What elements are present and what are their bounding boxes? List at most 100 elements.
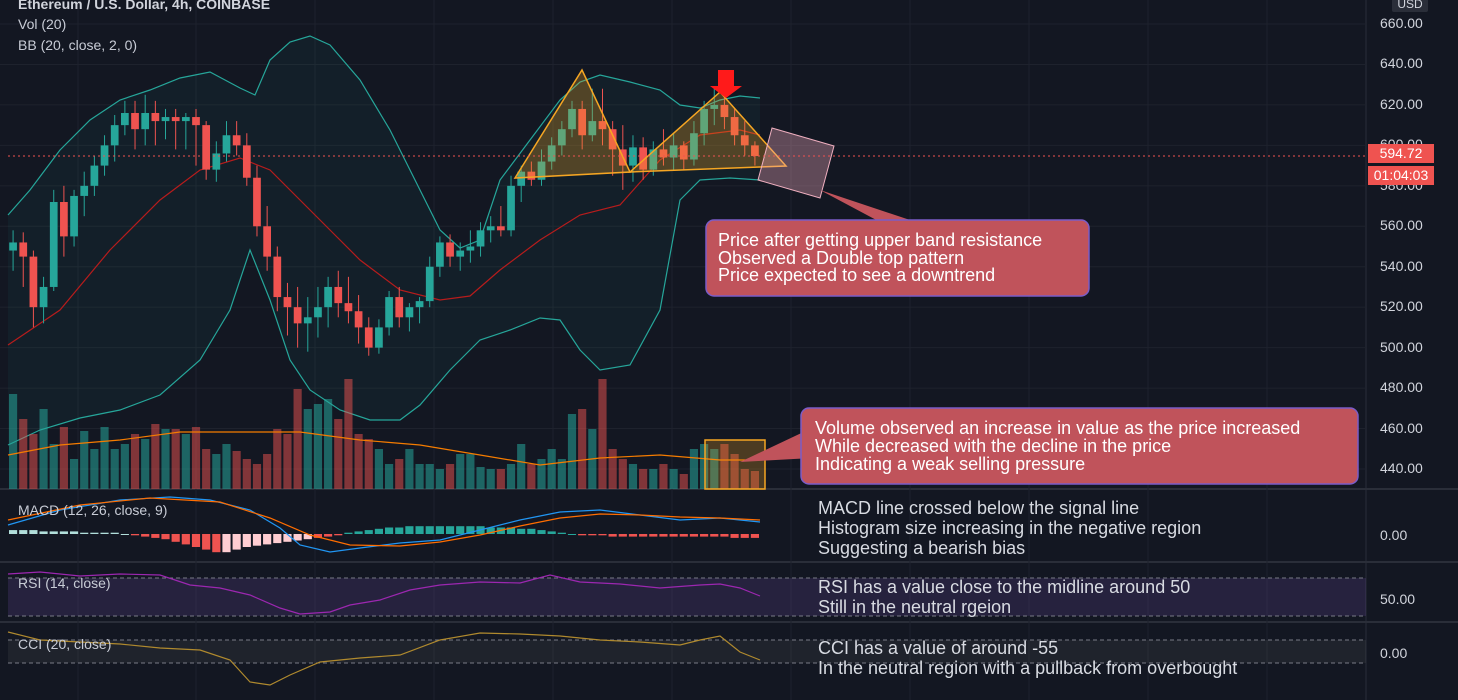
volume-callout-box [800,407,1359,485]
candle-body [303,317,312,324]
candle-body [730,117,739,136]
volume-bar [557,459,566,489]
macd-histogram-bar [212,534,221,553]
volume-indicator-label[interactable]: Vol (20) [18,16,67,32]
volume-bar [100,427,109,489]
volume-bar [476,467,485,489]
volume-bar [639,469,648,489]
volume-bar [364,439,373,489]
volume-bar [720,444,729,489]
candle-body [537,161,546,180]
volume-bar [9,394,18,489]
volume-bar [506,464,516,489]
volume-bar [700,444,709,489]
price-tick-label: 660.00 [1380,15,1423,31]
volume-bar [466,454,475,489]
candle-body [90,165,99,186]
macd-signal-line [7,497,761,547]
macd-histogram-bar [639,534,648,537]
candle-body [527,171,536,180]
candle-body [354,311,363,328]
macd-histogram-bar [649,534,658,537]
volume-bar [344,379,353,489]
macd-histogram-bar [578,534,587,536]
pattern-triangle-right [627,90,788,173]
macd-histogram-bar [242,534,251,547]
candle-body [293,307,302,324]
macd-histogram-bar [120,534,129,535]
volume-bar [547,449,556,489]
macd-histogram-bar [110,532,119,534]
volume-bar [385,464,394,489]
cci-band [8,640,1366,663]
candle-body [375,327,383,348]
macd-histogram-bar [161,534,170,540]
cci-zero-tick: 0.00 [1380,645,1408,661]
volume-bar [110,449,119,489]
bollinger-bands-label[interactable]: BB (20, close, 2, 0) [18,37,138,53]
macd-histogram-bar [171,534,180,542]
candle-body [385,297,393,328]
macd-histogram-bar [191,534,201,547]
price-tick-label: 520.00 [1380,298,1423,315]
volume-bar [19,419,28,489]
candle-body [557,129,566,146]
candle-body [507,185,515,231]
volume-bar [527,464,536,489]
candle-body [395,297,404,318]
macd-histogram-bar [588,534,597,536]
macd-histogram-bar [506,527,516,534]
cci-label[interactable]: CCI (20, close) [18,636,112,652]
candle-body [364,327,373,348]
price-tick-label: 460.00 [1380,419,1423,436]
candle-body [9,242,17,251]
candle-body [100,145,109,166]
candle-body [629,147,637,166]
volume-bar [689,449,699,489]
macd-histogram-bar [486,527,495,534]
macd-histogram-bar [9,530,18,534]
volume-bar [202,449,211,489]
rsi-label[interactable]: RSI (14, close) [18,575,111,591]
volume-bar [598,379,607,489]
price-callout-box [705,219,1090,297]
volume-callout-pointer [740,428,812,462]
candle-body [324,286,332,308]
price-tick-label: 640.00 [1380,55,1423,72]
macd-histogram-bar [740,534,749,538]
macd-histogram-bar [557,532,566,534]
macd-histogram-bar [252,534,262,546]
macd-histogram-bar [730,534,739,538]
macd-histogram-bar [364,530,373,534]
volume-ma-line [7,431,760,466]
candle-body [598,121,607,130]
volume-bar [80,431,89,489]
volume-bar [679,474,688,489]
volume-bar [49,444,58,489]
macd-histogram-bar [608,534,617,537]
macd-label[interactable]: MACD (12, 26, close, 9) [18,502,168,518]
candle-body [19,242,28,257]
candle-body [700,108,708,134]
volume-bar [750,471,759,489]
rsi-note-line-2: Still in the neutral rgeion [818,597,1012,617]
macd-histogram-bar [80,532,89,534]
volume-bar [628,464,638,489]
volume-bar [181,434,190,489]
macd-histogram-bar [537,530,546,534]
volume-bar [212,454,221,489]
candle-body [334,286,343,304]
candle-body [740,135,749,146]
macd-histogram-bar [334,534,343,536]
macd-histogram-bar [283,534,292,542]
volume-note-line-2: While decreased with the decline in the … [815,436,1172,456]
rsi-line [7,571,761,615]
candle-body [161,117,170,122]
macd-histogram-bar [547,531,556,534]
candle-body [60,202,68,237]
macd-histogram-bar [49,531,58,534]
volume-bar [252,464,262,489]
macd-histogram-bar [344,532,353,534]
bollinger-lower-band [7,177,761,446]
